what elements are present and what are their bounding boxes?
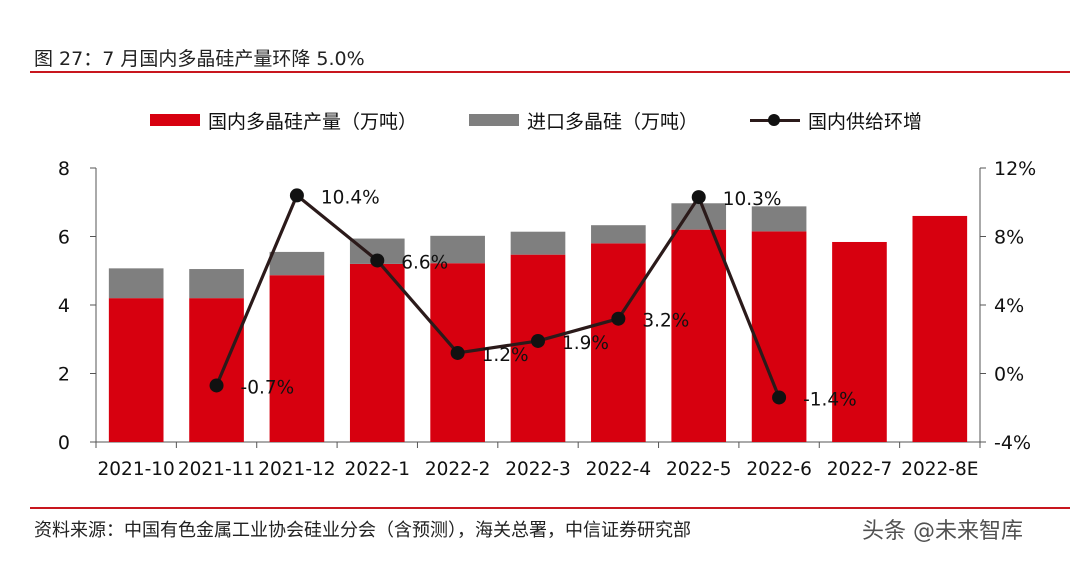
legend-swatch-import bbox=[469, 114, 520, 126]
bar-domestic bbox=[189, 298, 244, 442]
bar-domestic bbox=[591, 243, 646, 442]
growth-point bbox=[531, 333, 545, 348]
legend: 国内多晶硅产量（万吨） 进口多晶硅（万吨） 国内供给环增 bbox=[150, 105, 974, 135]
growth-point bbox=[772, 390, 787, 405]
legend-label-domestic: 国内多晶硅产量（万吨） bbox=[208, 110, 418, 133]
growth-data-label: -0.7% bbox=[241, 377, 295, 398]
x-tick-label: 2022-2 bbox=[425, 459, 491, 480]
legend-swatch-domestic bbox=[150, 114, 200, 126]
figure-title: 图 27：7 月国内多晶硅产量环降 5.0% bbox=[34, 48, 365, 70]
growth-data-label: 6.6% bbox=[401, 252, 448, 273]
x-tick-label: 2022-5 bbox=[666, 459, 732, 480]
growth-data-label: 1.9% bbox=[562, 333, 609, 354]
legend-item-domestic: 国内多晶硅产量（万吨） bbox=[150, 107, 417, 134]
growth-data-label: 10.4% bbox=[321, 187, 380, 208]
legend-item-import: 进口多晶硅（万吨） bbox=[469, 107, 698, 134]
bar-domestic bbox=[349, 263, 405, 442]
growth-point bbox=[450, 345, 465, 360]
y-right-tick-label: 12% bbox=[994, 158, 1036, 180]
bar-import bbox=[510, 231, 566, 255]
growth-point bbox=[611, 311, 626, 326]
x-tick-label: 2022-8E bbox=[901, 459, 978, 480]
y-left-tick-label: 0 bbox=[58, 432, 70, 454]
bar-domestic bbox=[108, 298, 164, 442]
bar-domestic bbox=[912, 215, 968, 442]
legend-line-growth bbox=[750, 113, 801, 127]
bar-domestic bbox=[751, 231, 807, 442]
growth-point bbox=[370, 253, 385, 268]
source-note: 资料来源：中国有色金属工业协会硅业分会（含预测），海关总署，中信证券研究部 bbox=[34, 520, 691, 541]
bar-import bbox=[189, 269, 244, 299]
y-left-tick-label: 6 bbox=[58, 227, 70, 249]
x-tick-label: 2021-10 bbox=[98, 459, 175, 480]
growth-data-label: 1.2% bbox=[482, 345, 529, 366]
x-tick-label: 2022-7 bbox=[827, 459, 893, 480]
y-right-tick-label: -4% bbox=[994, 432, 1031, 454]
growth-data-label: 3.2% bbox=[642, 311, 689, 332]
legend-label-import: 进口多晶硅（万吨） bbox=[527, 110, 699, 133]
bar-import bbox=[108, 268, 164, 299]
growth-point bbox=[691, 190, 706, 205]
watermark: 头条 @未来智库 bbox=[862, 519, 1023, 544]
y-right-tick-label: 8% bbox=[994, 227, 1024, 249]
growth-point bbox=[289, 188, 304, 203]
top-divider bbox=[30, 71, 1070, 73]
growth-line bbox=[215, 193, 781, 399]
x-tick-label: 2022-6 bbox=[746, 459, 812, 480]
bar-domestic bbox=[832, 241, 887, 442]
bar-import bbox=[430, 235, 485, 264]
bar-domestic bbox=[671, 229, 727, 442]
bar-import bbox=[751, 206, 807, 232]
bar-domestic bbox=[269, 275, 325, 442]
x-tick-label: 2022-4 bbox=[586, 459, 652, 480]
legend-item-growth: 国内供给环增 bbox=[750, 107, 922, 134]
bar-domestic bbox=[510, 254, 566, 442]
y-left-tick-label: 4 bbox=[58, 295, 70, 317]
bottom-divider bbox=[30, 507, 1070, 509]
bar-import bbox=[269, 251, 325, 276]
growth-data-label: 10.3% bbox=[723, 189, 782, 210]
y-right-tick-label: 0% bbox=[994, 364, 1024, 386]
x-tick-label: 2022-3 bbox=[505, 459, 571, 480]
y-right-tick-label: 4% bbox=[994, 295, 1024, 317]
x-tick-label: 2022-1 bbox=[345, 459, 411, 480]
bar-import bbox=[591, 225, 646, 244]
growth-point bbox=[209, 378, 224, 393]
x-tick-label: 2021-12 bbox=[258, 459, 335, 480]
legend-label-growth: 国内供给环增 bbox=[808, 110, 923, 133]
y-left-tick-label: 2 bbox=[58, 364, 70, 386]
x-tick-label: 2021-11 bbox=[178, 459, 255, 480]
growth-data-label: -1.4% bbox=[803, 389, 857, 410]
y-left-tick-label: 8 bbox=[58, 158, 70, 180]
